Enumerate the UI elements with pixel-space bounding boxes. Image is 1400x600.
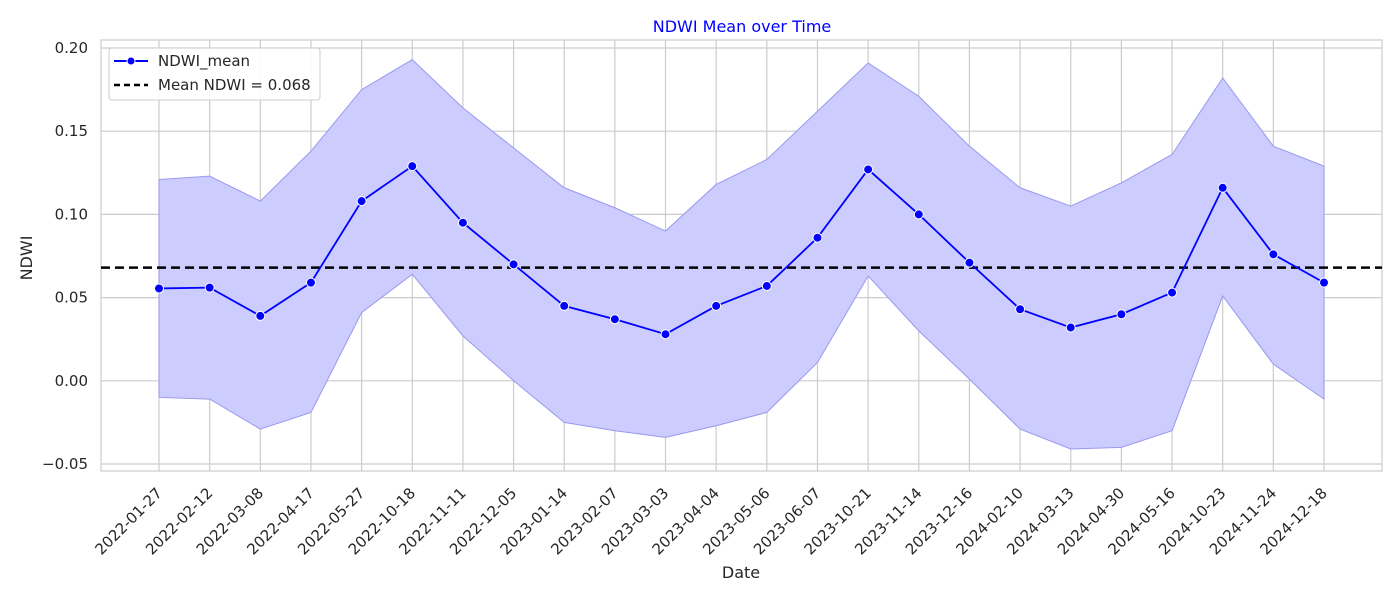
legend-label-ndwi: NDWI_mean [158, 52, 250, 71]
data-point [812, 232, 823, 243]
plot-frame [100, 39, 1383, 472]
data-point [356, 196, 367, 207]
y-tick-label: 0.15 [55, 122, 88, 140]
data-point [711, 300, 722, 311]
data-point [1217, 182, 1228, 193]
data-point [1167, 287, 1178, 298]
data-point [863, 164, 874, 175]
y-tick-label: 0.20 [55, 39, 88, 57]
y-tick-label: 0.05 [55, 289, 88, 307]
data-point [1319, 277, 1329, 288]
y-tick-label: 0.10 [55, 205, 88, 223]
data-point [1268, 249, 1279, 260]
data-point [255, 310, 266, 321]
data-point [964, 257, 975, 268]
data-point [1015, 304, 1026, 315]
data-point [761, 280, 772, 291]
data-point [407, 161, 418, 172]
legend-marker-ndwi [126, 56, 136, 66]
legend: NDWI_mean Mean NDWI = 0.068 [108, 47, 321, 101]
data-point [913, 209, 924, 220]
y-tick-label: 0.00 [55, 372, 88, 390]
data-point [609, 314, 620, 325]
plot-area [100, 39, 1383, 472]
confidence-band [158, 59, 1325, 450]
chart-title: NDWI Mean over Time [653, 17, 832, 36]
data-point [508, 259, 519, 270]
y-axis-label: NDWI [17, 236, 36, 281]
data-point [457, 217, 468, 228]
data-point [1065, 322, 1076, 333]
data-point [559, 300, 570, 311]
data-point [1116, 309, 1127, 320]
data-point [660, 329, 671, 340]
x-axis-label: Date [722, 563, 760, 582]
data-point [305, 277, 316, 288]
data-point [154, 283, 164, 294]
legend-label-mean: Mean NDWI = 0.068 [158, 76, 311, 94]
ndwi-mean-line [158, 164, 1325, 336]
data-point [204, 282, 215, 293]
y-tick-label: −0.05 [42, 455, 88, 473]
